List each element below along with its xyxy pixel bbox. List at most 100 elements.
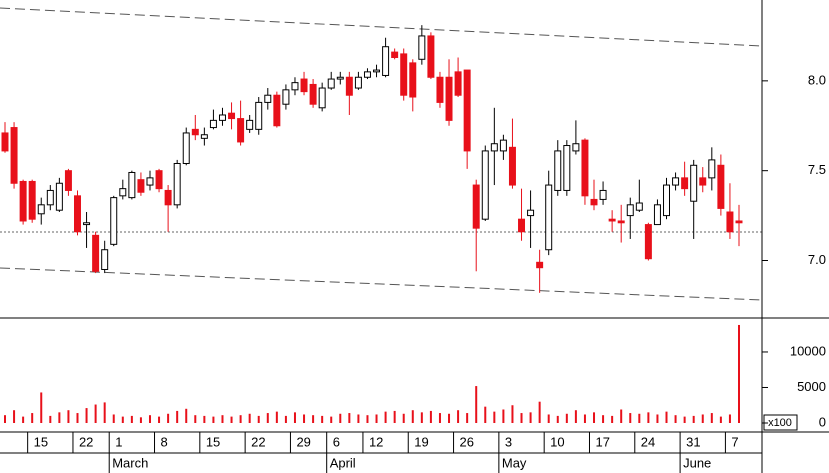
- volume-bar: [475, 386, 478, 423]
- candle-body: [599, 189, 607, 200]
- volume-bar: [565, 413, 568, 423]
- volume-bar: [339, 413, 342, 423]
- x-tick-label: 8: [161, 434, 168, 449]
- volume-bar: [438, 413, 441, 423]
- x-tick-label: 15: [206, 434, 220, 449]
- volume-bar: [94, 404, 97, 423]
- volume-bar: [719, 416, 722, 423]
- x-tick-label: 15: [34, 434, 48, 449]
- candle-body: [46, 189, 54, 206]
- candle-body: [110, 197, 118, 245]
- volume-bar: [357, 414, 360, 423]
- y-tick-label: 10000: [790, 343, 826, 358]
- candle-body: [472, 184, 480, 229]
- volume-bar: [710, 413, 713, 423]
- volume-bar: [312, 415, 315, 423]
- x-tick-label: 29: [296, 434, 310, 449]
- y-tick-label: 7.0: [808, 252, 826, 267]
- candle-body: [536, 261, 544, 269]
- volume-bar: [67, 410, 70, 423]
- candle-body: [336, 76, 344, 80]
- volume-bar: [284, 415, 287, 423]
- trend-line: [0, 267, 763, 301]
- volume-bar: [4, 415, 6, 423]
- volume-bar: [130, 415, 133, 423]
- month-label: March: [112, 455, 148, 470]
- x-tick-label: 10: [550, 434, 564, 449]
- volume-bar: [538, 401, 541, 423]
- volume-bar: [121, 416, 124, 423]
- volume-bar: [76, 413, 79, 423]
- candle-body: [363, 71, 371, 78]
- month-label: April: [330, 455, 356, 470]
- candle-body: [218, 114, 226, 121]
- x-tick-label: 12: [369, 434, 383, 449]
- volume-bar: [466, 413, 469, 423]
- volume-bar: [58, 412, 61, 423]
- candle-body: [382, 46, 390, 76]
- candle-body: [92, 234, 100, 272]
- candle-body: [726, 211, 734, 233]
- volume-bar: [103, 402, 106, 423]
- volume-bar: [520, 413, 523, 423]
- volume-bar: [738, 324, 740, 423]
- candle-body: [391, 51, 399, 58]
- volume-bar: [221, 415, 224, 423]
- candle-body: [55, 182, 63, 211]
- volume-bar: [275, 411, 278, 423]
- volume-bar: [194, 415, 197, 423]
- volume-bar: [547, 414, 550, 423]
- candle-body: [137, 179, 145, 193]
- x-tick-label: 26: [460, 434, 474, 449]
- candle-body: [264, 94, 272, 103]
- candle-body: [64, 170, 72, 191]
- volume-bar: [203, 415, 206, 423]
- volume-bar: [638, 413, 641, 423]
- candle-body: [354, 76, 362, 89]
- candle-body: [545, 184, 553, 251]
- y-tick-label: 8.0: [808, 72, 826, 87]
- volume-bar: [457, 410, 460, 423]
- candle-body: [626, 204, 634, 217]
- candle-body: [508, 146, 516, 186]
- candle-body: [1, 132, 9, 152]
- candle-body: [708, 159, 716, 179]
- candle-body: [37, 204, 45, 215]
- candle-body: [155, 170, 163, 190]
- candle-body: [83, 222, 91, 226]
- volume-bar: [139, 417, 142, 423]
- volume-bar: [602, 415, 605, 423]
- volume-bar: [502, 409, 505, 423]
- candle-body: [617, 220, 625, 224]
- candle-body: [119, 188, 127, 197]
- volume-bar: [692, 415, 695, 423]
- volume-bar: [393, 410, 396, 423]
- volume-bar: [167, 413, 170, 423]
- volume-bar: [611, 415, 614, 423]
- volume-unit: x100: [768, 417, 792, 429]
- volume-bar: [647, 412, 650, 423]
- volume-bar: [40, 392, 43, 423]
- candle-body: [490, 143, 498, 152]
- candle-body: [527, 209, 535, 217]
- volume-bar: [429, 410, 432, 423]
- volume-bar: [321, 415, 324, 423]
- volume-bar: [574, 410, 577, 423]
- volume-bar: [293, 412, 296, 423]
- volume-bar: [583, 414, 586, 423]
- volume-bar: [185, 408, 188, 423]
- candle-body: [291, 82, 299, 91]
- candle-body: [735, 220, 743, 224]
- candle-body: [228, 112, 236, 120]
- volume-bar: [148, 415, 151, 423]
- month-label: June: [683, 455, 711, 470]
- volume-bar: [420, 412, 423, 423]
- y-tick-label: 5000: [797, 379, 826, 394]
- candle-body: [518, 218, 526, 233]
- x-tick-label: 6: [333, 434, 340, 449]
- volume-bar: [212, 416, 215, 423]
- volume-bar: [384, 411, 387, 423]
- candle-body: [590, 198, 598, 206]
- volume-bar: [85, 408, 88, 423]
